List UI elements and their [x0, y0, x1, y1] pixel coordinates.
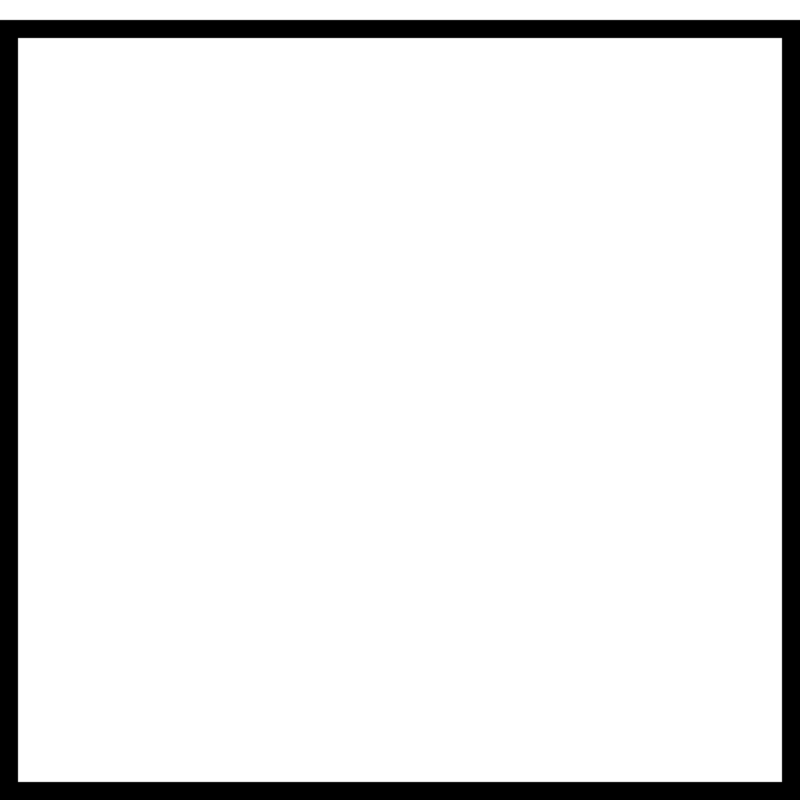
chart-container — [0, 0, 800, 800]
bottleneck-heatmap — [0, 0, 800, 800]
